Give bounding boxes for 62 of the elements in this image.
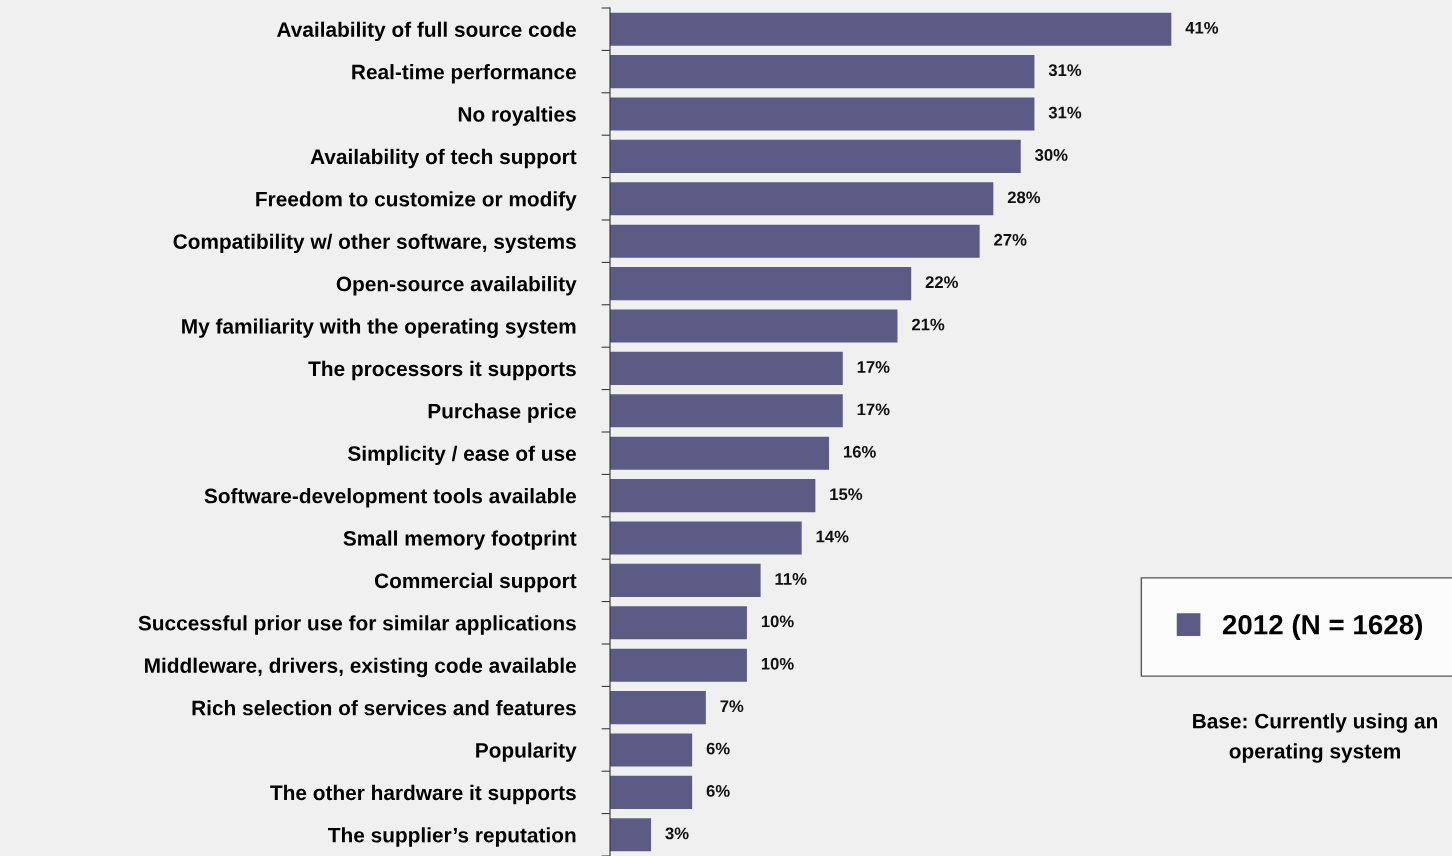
y-tick-label: Availability of tech support — [310, 148, 577, 169]
data-label: 17% — [857, 361, 890, 373]
data-label: 41% — [1185, 21, 1219, 34]
y-tick-label: Availability of full source code — [277, 21, 576, 42]
y-tick-label: Purchase price — [428, 403, 576, 423]
y-tick-label: The other hardware it supports — [270, 784, 576, 805]
bar — [610, 606, 747, 640]
data-label: 28% — [1007, 191, 1041, 204]
y-tick-label: Middleware, drivers, existing code available — [145, 657, 576, 678]
text: Base: Currently using an operating system — [1193, 713, 1438, 763]
data-label: 16% — [844, 445, 876, 458]
y-tick-label: Open-source availability — [336, 276, 577, 296]
data-label: 31% — [1048, 106, 1082, 119]
y-tick-label: Small memory footprint — [343, 530, 577, 550]
legend-label: 2012 (N = 1628) — [1222, 614, 1423, 641]
data-label: 30% — [1035, 149, 1068, 161]
bar — [610, 267, 912, 301]
data-label: 7% — [720, 700, 744, 713]
bar — [610, 479, 816, 513]
y-tick-label: The supplier’s reputation — [328, 827, 576, 847]
data-label: 14% — [816, 530, 849, 543]
y-tick-label: The processors it supports — [308, 360, 576, 381]
y-tick-label: Rich selection of services and features — [192, 700, 576, 716]
bar — [610, 224, 980, 258]
bar — [610, 351, 843, 385]
data-label: 3% — [665, 827, 689, 840]
bar — [610, 309, 898, 343]
y-tick-label: Freedom to customize or modify — [256, 191, 577, 211]
bar — [610, 818, 652, 852]
y-tick-label: Commercial support — [374, 572, 577, 593]
y-tick-label: Software-development tools available — [204, 488, 576, 508]
data-label: 15% — [830, 488, 863, 501]
y-tick-label: Real-time performance — [352, 64, 576, 84]
data-label: 6% — [706, 785, 730, 797]
y-tick-label: Successful prior use for similar applications — [138, 615, 576, 635]
y-tick-label: My familiarity with the operating system — [182, 318, 576, 338]
bar — [610, 436, 830, 470]
data-label: 21% — [911, 318, 945, 331]
bar — [610, 139, 1021, 173]
bar — [610, 563, 761, 597]
y-tick-label: Compatibility w/ other software, systems — [173, 233, 576, 254]
bar — [610, 733, 693, 767]
bar — [610, 521, 802, 555]
data-label: 17% — [857, 403, 890, 416]
data-label: 27% — [994, 233, 1027, 246]
y-tick-label: No royalties — [458, 106, 576, 126]
bar — [610, 691, 706, 725]
bar — [610, 12, 1172, 46]
bar — [610, 394, 843, 428]
bar — [610, 648, 747, 682]
data-label: 10% — [761, 657, 794, 670]
bar — [610, 775, 693, 809]
data-label: 10% — [761, 615, 794, 628]
y-tick-label: Simplicity / ease of use — [348, 445, 576, 466]
data-label: 6% — [706, 742, 730, 755]
bar — [610, 97, 1035, 131]
data-label: 22% — [925, 276, 959, 289]
data-label: 11% — [775, 573, 807, 585]
y-tick-label: Popularity — [476, 742, 577, 762]
data-label: 31% — [1048, 64, 1082, 77]
bar — [610, 55, 1035, 89]
bar — [610, 182, 994, 216]
